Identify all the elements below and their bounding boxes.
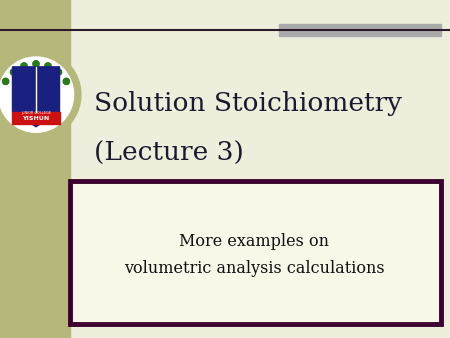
Circle shape xyxy=(55,69,62,75)
Circle shape xyxy=(3,78,9,84)
Circle shape xyxy=(63,78,69,84)
Text: More examples on
volumetric analysis calculations: More examples on volumetric analysis cal… xyxy=(124,233,385,277)
Circle shape xyxy=(55,69,62,75)
Circle shape xyxy=(21,63,27,69)
Circle shape xyxy=(3,78,9,84)
Circle shape xyxy=(0,50,81,140)
Circle shape xyxy=(21,63,27,69)
Circle shape xyxy=(0,57,74,132)
Bar xyxy=(279,24,441,36)
Text: (Lecture 3): (Lecture 3) xyxy=(94,141,244,166)
Circle shape xyxy=(33,61,39,67)
Circle shape xyxy=(45,63,51,69)
Bar xyxy=(70,181,441,324)
Text: JUNIOR COLLEGE: JUNIOR COLLEGE xyxy=(21,111,51,115)
Text: Solution Stoichiometry: Solution Stoichiometry xyxy=(94,91,402,116)
Bar xyxy=(13,112,59,124)
Circle shape xyxy=(10,69,17,75)
Circle shape xyxy=(33,61,39,67)
Polygon shape xyxy=(13,67,59,127)
Circle shape xyxy=(45,63,51,69)
Text: YISHUN: YISHUN xyxy=(22,116,50,121)
Bar xyxy=(0,0,70,338)
Circle shape xyxy=(10,69,17,75)
Circle shape xyxy=(63,78,69,84)
